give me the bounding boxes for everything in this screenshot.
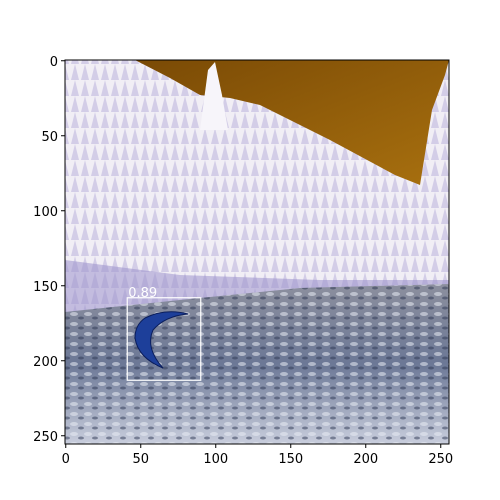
y-tick-label: 250 [33, 430, 58, 445]
detection-box [126, 297, 202, 381]
x-tick-label: 250 [428, 452, 453, 467]
detection-score: 0.89 [128, 286, 157, 301]
x-tick-label: 200 [353, 452, 378, 467]
x-tick-label: 0 [62, 452, 70, 467]
y-tick-label: 100 [33, 205, 58, 220]
x-tick-label: 100 [203, 452, 228, 467]
x-tick-label: 50 [132, 452, 149, 467]
photo [65, 60, 449, 444]
y-tick-label: 50 [41, 130, 58, 145]
banana [134, 311, 189, 369]
y-tick-label: 0 [50, 55, 58, 70]
x-tick-label: 150 [278, 452, 303, 467]
axes-frame [64, 59, 450, 445]
y-tick-label: 200 [33, 355, 58, 370]
y-tick-label: 150 [33, 280, 58, 295]
